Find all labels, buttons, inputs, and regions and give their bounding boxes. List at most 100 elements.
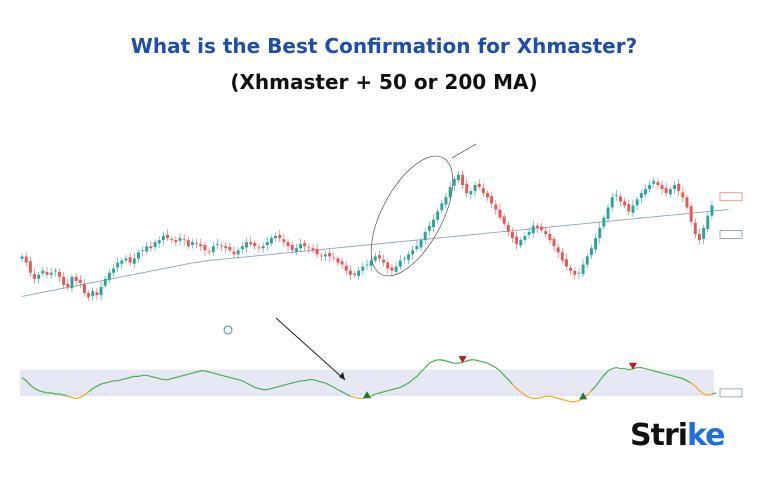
candle-body bbox=[265, 242, 269, 245]
candle-body bbox=[95, 292, 99, 296]
candle-body bbox=[120, 260, 124, 264]
candle-body bbox=[353, 273, 356, 275]
candle-body bbox=[103, 278, 107, 286]
candle-body bbox=[211, 246, 215, 253]
candle-body bbox=[99, 287, 103, 296]
buy-arrow-icon bbox=[363, 391, 371, 399]
page-title: What is the Best Confirmation for Xhmast… bbox=[130, 34, 638, 58]
candle-body bbox=[58, 271, 61, 277]
candle-body bbox=[589, 248, 593, 256]
candle-body bbox=[481, 188, 485, 194]
candle-body bbox=[573, 270, 577, 275]
candle-body bbox=[24, 256, 28, 263]
candle-body bbox=[494, 204, 498, 210]
candle-body bbox=[290, 244, 294, 251]
candle-body bbox=[232, 251, 236, 255]
candle-body bbox=[378, 255, 381, 259]
candle-body bbox=[486, 193, 489, 198]
candle-body bbox=[398, 260, 402, 267]
candle-body bbox=[145, 246, 149, 252]
candle-body bbox=[299, 244, 302, 249]
candle-body bbox=[220, 245, 224, 247]
candle-body bbox=[286, 242, 290, 247]
candle-body bbox=[510, 231, 514, 239]
candle-body bbox=[689, 206, 693, 222]
candle-body bbox=[560, 252, 564, 261]
candle-body bbox=[581, 264, 585, 274]
candle-body bbox=[257, 247, 261, 249]
candle-body bbox=[161, 236, 165, 241]
candle-body bbox=[82, 284, 86, 294]
candle-body bbox=[456, 174, 460, 181]
confirmation-ellipse bbox=[370, 155, 454, 277]
candle-body bbox=[361, 266, 365, 271]
candle-body bbox=[673, 185, 676, 190]
candle-body bbox=[427, 225, 431, 231]
candle-body bbox=[531, 225, 535, 234]
candle-body bbox=[490, 196, 494, 204]
candle-body bbox=[195, 243, 199, 245]
candle-body bbox=[668, 189, 672, 195]
oscillator-axis bbox=[719, 388, 743, 398]
candle-body bbox=[107, 272, 111, 281]
candle-body bbox=[664, 187, 668, 194]
price-chart-svg[interactable] bbox=[14, 128, 754, 440]
candle-body bbox=[294, 248, 298, 252]
candle-body bbox=[602, 217, 606, 227]
candle-body bbox=[710, 205, 714, 216]
candle-body bbox=[70, 276, 74, 289]
candle-body bbox=[311, 248, 315, 251]
xhmaster-oscillator bbox=[20, 356, 717, 403]
candle-body bbox=[87, 293, 91, 298]
candle-body bbox=[128, 257, 132, 263]
price-axis bbox=[719, 192, 743, 239]
candle-body bbox=[236, 250, 240, 255]
candle-body bbox=[415, 246, 419, 250]
candle-body bbox=[373, 256, 377, 261]
candle-body bbox=[606, 207, 610, 219]
buy-arrow-icon bbox=[579, 392, 588, 400]
candle-body bbox=[527, 231, 531, 235]
ema-200-line bbox=[22, 209, 729, 297]
candle-body bbox=[619, 196, 622, 202]
candle-body bbox=[149, 246, 153, 249]
candle-body bbox=[461, 174, 465, 185]
candle-body bbox=[253, 242, 257, 247]
candle-body bbox=[74, 276, 78, 281]
candle-body bbox=[681, 192, 685, 198]
candle-body bbox=[28, 261, 32, 273]
candle-body bbox=[328, 253, 332, 257]
candle-body bbox=[465, 183, 469, 194]
candle-body bbox=[182, 239, 186, 241]
candle-body bbox=[444, 197, 448, 205]
candle-body bbox=[33, 273, 36, 279]
candle-body bbox=[307, 247, 311, 249]
oscillator-segment-green bbox=[88, 370, 351, 397]
candle-body bbox=[639, 193, 643, 199]
strike-logo: Strike bbox=[630, 418, 726, 453]
oscillator-segment-green bbox=[21, 377, 68, 397]
tradingview-marker-icon bbox=[223, 325, 233, 335]
candle-body bbox=[540, 226, 543, 230]
candle-body bbox=[552, 238, 556, 247]
candle-body bbox=[178, 238, 182, 241]
candle-body bbox=[423, 231, 427, 241]
candle-body bbox=[166, 234, 169, 239]
candle-body bbox=[303, 242, 307, 247]
candle-body bbox=[502, 216, 506, 224]
candle-body bbox=[585, 256, 589, 265]
oscillator-segment-green bbox=[370, 359, 513, 397]
candle-body bbox=[652, 180, 656, 184]
candle-body bbox=[656, 182, 660, 185]
candle-body bbox=[365, 264, 369, 266]
candle-body bbox=[515, 236, 519, 245]
candle-body bbox=[685, 197, 689, 208]
candlesticks bbox=[20, 170, 714, 301]
candle-body bbox=[386, 262, 390, 269]
candle-body bbox=[411, 250, 415, 255]
candle-body bbox=[419, 240, 423, 248]
candle-body bbox=[78, 279, 82, 283]
candle-body bbox=[702, 227, 706, 239]
candle-body bbox=[544, 231, 548, 234]
candle-body bbox=[357, 270, 361, 276]
